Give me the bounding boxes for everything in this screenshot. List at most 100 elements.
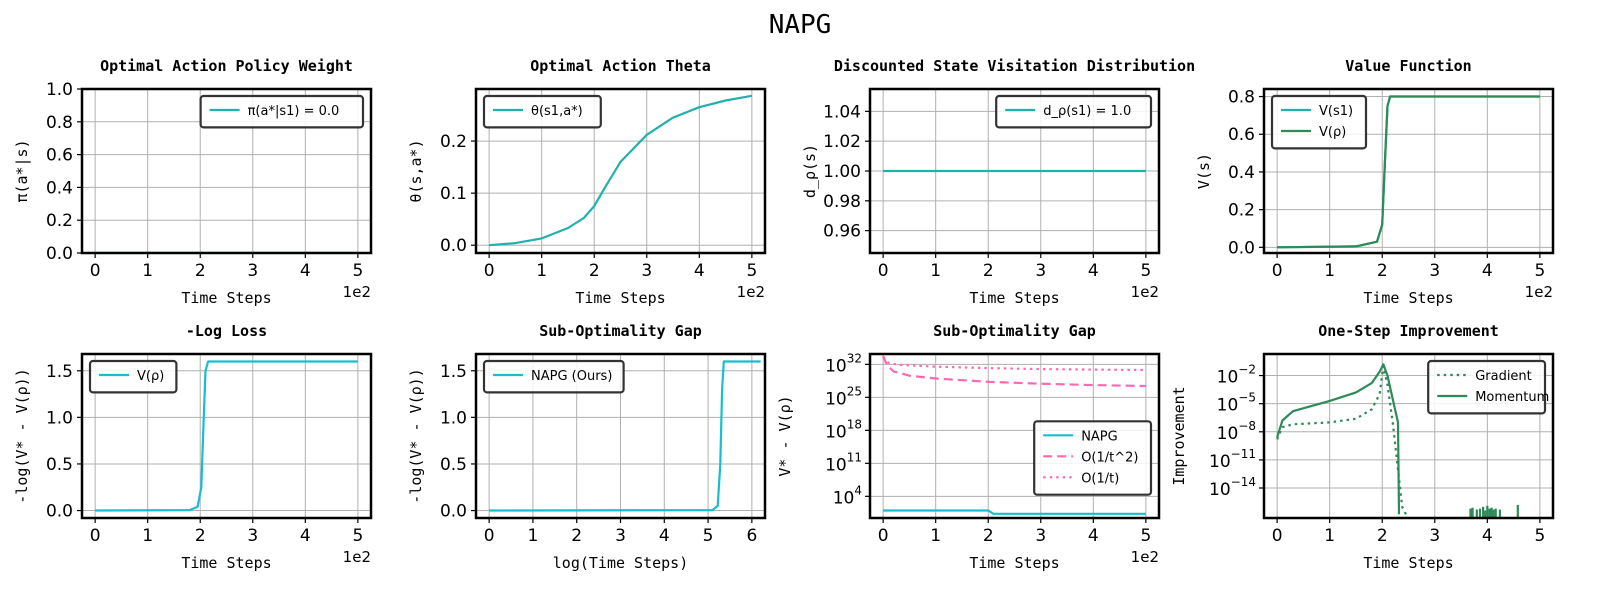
y-tick-label: 0.98 (823, 192, 861, 212)
y-tick-label: 1025 (825, 384, 862, 409)
x-axis-label: Time Steps (969, 554, 1059, 572)
axes-frame (80, 87, 373, 255)
y-tick-label: 0.0 (440, 236, 467, 256)
legend: θ(s1,a*) (482, 94, 602, 129)
x-tick-label: 0 (1272, 261, 1283, 281)
chart-panel-4: 0 1 2 3 4 5 0.0 0.2 0.4 0.6 0.8 Value Function Time … (1195, 57, 1555, 307)
y-tick-label: 0.8 (46, 113, 73, 133)
y-tick-label: 10−8 (1217, 419, 1256, 444)
x-tick-label: 2 (195, 261, 206, 281)
legend-label: O(1/t^2) (1081, 450, 1138, 465)
chart-panel-2: 0 1 2 3 4 5 0.0 0.1 0.2 Optimal Action Theta Time … (407, 57, 767, 307)
plot-area (489, 360, 761, 512)
x-tick-label: 0 (1272, 526, 1283, 546)
x-tick-label: 4 (694, 261, 705, 281)
x-tick-label: 0 (878, 526, 889, 546)
panel-title: One-Step Improvement (1318, 322, 1499, 340)
x-axis-label: Time Steps (575, 289, 665, 307)
legend-box (199, 94, 365, 129)
x-tick-label: 0 (484, 526, 495, 546)
y-axis-label: V* - V(ρ) (776, 395, 794, 476)
x-tick-label: 0 (878, 261, 889, 281)
x-tick-label: 2 (1377, 261, 1388, 281)
legend-box (482, 94, 602, 129)
plot-area (1276, 363, 1519, 518)
axes-frame (868, 352, 1161, 520)
y-tick-base: 10 (825, 389, 847, 409)
series-line-1 (1276, 365, 1407, 515)
legend: NAPG O(1/t^2) O(1/t) (1033, 420, 1153, 496)
y-tick-base: 10 (1217, 424, 1239, 444)
y-tick-label: 0.6 (46, 146, 73, 166)
y-tick-exponent: 32 (847, 351, 862, 365)
x-tick-label: 5 (352, 261, 363, 281)
x-tick-label: 4 (300, 261, 311, 281)
y-axis-label: -log(V* - V(ρ)) (407, 368, 425, 503)
x-tick-label: 5 (1140, 261, 1151, 281)
x-tick-label: 4 (1088, 526, 1099, 546)
y-tick-exponent: 18 (847, 417, 862, 431)
legend-label: V(ρ) (1319, 125, 1346, 140)
y-tick-base: 10 (825, 356, 847, 376)
x-tick-label: 3 (1035, 526, 1046, 546)
y-tick-label: 10−2 (1217, 363, 1256, 388)
x-axis-label: Time Steps (1363, 554, 1453, 572)
y-tick-label: 1018 (825, 417, 862, 442)
legend-label: O(1/t) (1081, 471, 1119, 486)
y-tick-label: 1011 (825, 450, 862, 475)
panel-title: -Log Loss (186, 322, 267, 340)
y-tick-exponent: 25 (847, 384, 862, 398)
y-tick-base: 10 (833, 488, 855, 508)
chart-panel-6: 0 1 2 3 4 5 6 0.0 0.5 1.0 1.5 Sub-Optimality Gap log… (407, 322, 767, 572)
series-line-2 (1276, 363, 1401, 515)
x-axis-label: Time Steps (969, 289, 1059, 307)
x-tick-label: 1 (930, 261, 941, 281)
series-line-1 (489, 94, 753, 247)
y-tick-label: 0.8 (1228, 88, 1255, 108)
y-tick-label: 1.04 (823, 102, 861, 122)
x-tick-label: 1 (536, 261, 547, 281)
y-tick-label: 10−14 (1209, 475, 1256, 500)
legend: NAPG (Ours) (482, 359, 625, 394)
x-tick-label: 0 (90, 526, 101, 546)
y-axis-label: θ(s,a*) (407, 139, 425, 202)
y-tick-label: 0.1 (440, 184, 467, 204)
x-tick-label: 1 (142, 526, 153, 546)
x-axis-label: log(Time Steps) (553, 554, 688, 572)
y-tick-exponent: −2 (1238, 363, 1256, 377)
x-axis-label: Time Steps (181, 554, 271, 572)
legend-label: NAPG (1081, 429, 1118, 444)
x-tick-label: 3 (1035, 261, 1046, 281)
legend-label: d_ρ(s1) = 1.0 (1043, 104, 1131, 119)
y-tick-label: 104 (833, 483, 862, 508)
legend-label: Momentum (1475, 390, 1549, 405)
x-tick-label: 3 (247, 261, 258, 281)
x-tick-label: 2 (195, 526, 206, 546)
y-tick-label: 0.96 (823, 222, 861, 242)
panel-title: Sub-Optimality Gap (933, 322, 1096, 340)
legend: V(s1) V(ρ) (1270, 94, 1368, 150)
y-tick-label: 0.0 (440, 502, 467, 522)
series-line-1 (883, 509, 1146, 515)
x-tick-label: 4 (1482, 526, 1493, 546)
x-tick-label: 6 (746, 526, 757, 546)
y-tick-label: 0.4 (1228, 163, 1255, 183)
axes-frame (80, 352, 373, 520)
y-tick-label: 0.2 (46, 211, 73, 231)
y-tick-base: 10 (825, 422, 847, 442)
x-tick-label: 1 (1324, 526, 1335, 546)
legend-label: V(ρ) (137, 369, 164, 384)
x-tick-label: 5 (1140, 526, 1151, 546)
y-axis-label: π(a*|s) (13, 139, 31, 202)
panel-title: Value Function (1345, 57, 1471, 75)
x-tick-label: 1 (930, 526, 941, 546)
y-tick-label: 1.0 (440, 408, 467, 428)
x-tick-label: 1 (142, 261, 153, 281)
x-tick-label: 4 (659, 526, 670, 546)
y-tick-label: 0.2 (440, 132, 467, 152)
plot-area (489, 94, 753, 247)
y-tick-label: 0.0 (46, 244, 73, 264)
axes-frame (1262, 87, 1555, 255)
legend-label: V(s1) (1319, 104, 1353, 119)
x-offset-label: 1e2 (1131, 548, 1159, 566)
